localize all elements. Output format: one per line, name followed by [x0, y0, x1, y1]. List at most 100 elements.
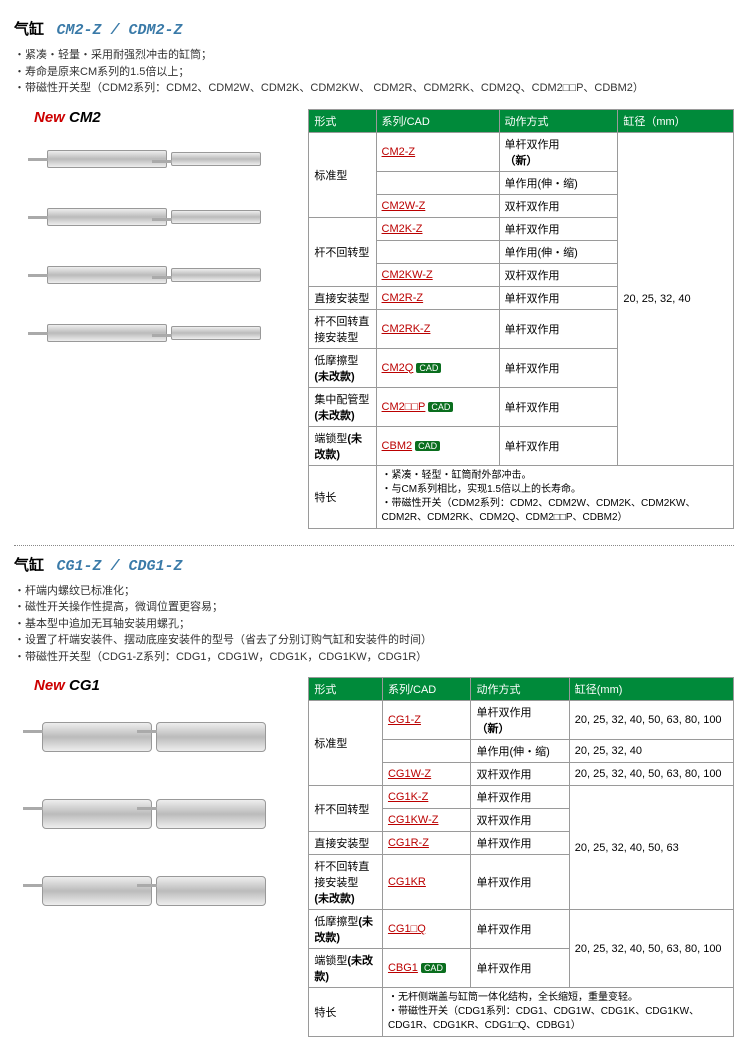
section2-table: 形式 系列/CAD 动作方式 缸径(mm) 标准型CG1-Z单杆双作用（新）20… — [308, 677, 734, 1037]
th-bore: 缸径(mm) — [569, 678, 733, 701]
cylinder-illustration — [14, 126, 294, 366]
series-cell — [376, 171, 499, 194]
action-cell: 双杆双作用 — [471, 763, 569, 786]
title-prefix: 气缸 — [14, 557, 44, 574]
section2-image-col: New CG1 — [14, 677, 298, 934]
series-link[interactable]: CM2RK-Z — [382, 323, 431, 335]
series-cell: CM2RK-Z — [376, 309, 499, 348]
series-cell: CG1K-Z — [382, 786, 471, 809]
bullet: 寿命是原来CM系列的1.5倍以上； — [14, 64, 734, 81]
cylinder-icon — [156, 876, 266, 906]
cylinder-icon — [47, 324, 167, 342]
feature-item: 带磁性开关（CDG1系列：CDG1、CDG1W、CDG1K、CDG1KW、CDG… — [388, 1005, 728, 1033]
section1-table: 形式 系列/CAD 动作方式 缸径（mm） 标准型CM2-Z单杆双作用（新）20… — [308, 109, 734, 529]
series-link[interactable]: CG1K-Z — [388, 791, 428, 803]
bore-cell: 20, 25, 32, 40 — [618, 132, 734, 465]
action-cell: 单杆双作用（新） — [499, 132, 618, 171]
features-cell: 无杆侧端盖与缸筒一体化结构，全长缩短，重量变轻。 带磁性开关（CDG1系列：CD… — [382, 988, 733, 1037]
cylinder-icon — [156, 722, 266, 752]
form-cell: 端锁型(未改款) — [309, 949, 383, 988]
series-link[interactable]: CM2Q — [382, 362, 414, 374]
series-cell: CM2R-Z — [376, 286, 499, 309]
cylinder-icon — [47, 150, 167, 168]
action-cell: 单杆双作用 — [471, 832, 569, 855]
action-cell: 单杆双作用 — [499, 348, 618, 387]
cylinder-illustration — [14, 694, 294, 934]
action-cell: 单杆双作用 — [499, 286, 618, 309]
series-link[interactable]: CM2W-Z — [382, 200, 426, 212]
action-cell: 单杆双作用 — [471, 910, 569, 949]
series-link[interactable]: CM2KW-Z — [382, 269, 433, 281]
th-series: 系列/CAD — [382, 678, 471, 701]
series-cell: CG1KR — [382, 855, 471, 910]
series-cell: CM2QCAD — [376, 348, 499, 387]
series-cell: CG1□Q — [382, 910, 471, 949]
series-link[interactable]: CG1R-Z — [388, 837, 429, 849]
feature-item: 带磁性开关（CDM2系列：CDM2、CDM2W、CDM2K、CDM2KW、CDM… — [382, 497, 728, 525]
series-cell: CG1W-Z — [382, 763, 471, 786]
form-cell: 直接安装型 — [309, 286, 376, 309]
section2-title: 气缸 CG1-Z / CDG1-Z — [14, 554, 734, 575]
action-cell: 单杆双作用（新） — [471, 701, 569, 740]
section1-title: 气缸 CM2-Z / CDM2-Z — [14, 18, 734, 39]
action-cell: 单作用(伸・缩) — [499, 171, 618, 194]
series-cell: CG1KW-Z — [382, 809, 471, 832]
cylinder-icon — [156, 799, 266, 829]
bullet: 杆端内螺纹已标准化； — [14, 583, 734, 600]
section1-image-col: New CM2 — [14, 109, 298, 366]
th-form: 形式 — [309, 109, 376, 132]
action-cell: 单杆双作用 — [499, 426, 618, 465]
form-cell: 端锁型(未改款) — [309, 426, 376, 465]
cad-badge: CAD — [428, 402, 453, 412]
series-cell: CM2-Z — [376, 132, 499, 171]
feature-item: 与CM系列相比，实现1.5倍以上的长寿命。 — [382, 483, 728, 497]
form-cell: 杆不回转型 — [309, 217, 376, 286]
form-cell: 低摩擦型(未改款) — [309, 348, 376, 387]
series-link[interactable]: CG1KW-Z — [388, 814, 439, 826]
bore-cell: 20, 25, 32, 40, 50, 63, 80, 100 — [569, 701, 733, 740]
feature-item: 紧凑・轻型・缸筒耐外部冲击。 — [382, 469, 728, 483]
cylinder-icon — [42, 799, 152, 829]
features-row: 特长 紧凑・轻型・缸筒耐外部冲击。 与CM系列相比，实现1.5倍以上的长寿命。 … — [309, 465, 734, 528]
th-form: 形式 — [309, 678, 383, 701]
series-link[interactable]: CM2□□P — [382, 401, 426, 413]
feature-item: 无杆侧端盖与缸筒一体化结构，全长缩短，重量变轻。 — [388, 991, 728, 1005]
form-cell: 杆不回转直接安装型 — [309, 309, 376, 348]
series-cell: CM2W-Z — [376, 194, 499, 217]
cad-badge: CAD — [415, 441, 440, 451]
action-cell: 单杆双作用 — [471, 786, 569, 809]
th-bore: 缸径（mm） — [618, 109, 734, 132]
bullet: 设置了杆端安装件、摆动底座安装件的型号（省去了分别订购气缸和安装件的时间） — [14, 632, 734, 649]
action-cell: 单杆双作用 — [499, 217, 618, 240]
bore-cell: 20, 25, 32, 40 — [569, 740, 733, 763]
series-link[interactable]: CBG1 — [388, 962, 418, 974]
section2-bullets: 杆端内螺纹已标准化； 磁性开关操作性提高，微调位置更容易； 基本型中追加无耳轴安… — [14, 583, 734, 666]
th-action: 动作方式 — [499, 109, 618, 132]
title-model: CM2-Z / CDM2-Z — [57, 22, 183, 39]
features-cell: 紧凑・轻型・缸筒耐外部冲击。 与CM系列相比，实现1.5倍以上的长寿命。 带磁性… — [376, 465, 733, 528]
action-cell: 单作用(伸・缩) — [499, 240, 618, 263]
series-link[interactable]: CG1W-Z — [388, 768, 431, 780]
series-link[interactable]: CBM2 — [382, 440, 413, 452]
series-link[interactable]: CG1-Z — [388, 714, 421, 726]
series-link[interactable]: CG1□Q — [388, 923, 426, 935]
action-cell: 单作用(伸・缩) — [471, 740, 569, 763]
series-link[interactable]: CM2K-Z — [382, 223, 423, 235]
series-cell: CM2K-Z — [376, 217, 499, 240]
th-action: 动作方式 — [471, 678, 569, 701]
series-cell: CM2□□PCAD — [376, 387, 499, 426]
title-prefix: 气缸 — [14, 21, 44, 38]
th-series: 系列/CAD — [376, 109, 499, 132]
series-link[interactable]: CM2-Z — [382, 146, 416, 158]
series-link[interactable]: CM2R-Z — [382, 292, 424, 304]
series-cell: CBM2CAD — [376, 426, 499, 465]
cylinder-icon — [171, 268, 261, 282]
series-cell: CM2KW-Z — [376, 263, 499, 286]
table-row: 标准型CG1-Z单杆双作用（新）20, 25, 32, 40, 50, 63, … — [309, 701, 734, 740]
bore-cell: 20, 25, 32, 40, 50, 63 — [569, 786, 733, 910]
table-row: 低摩擦型(未改款)CG1□Q单杆双作用20, 25, 32, 40, 50, 6… — [309, 910, 734, 949]
new-label: New CG1 — [34, 677, 298, 694]
form-cell: 杆不回转型 — [309, 786, 383, 832]
series-link[interactable]: CG1KR — [388, 876, 426, 888]
cylinder-icon — [47, 208, 167, 226]
